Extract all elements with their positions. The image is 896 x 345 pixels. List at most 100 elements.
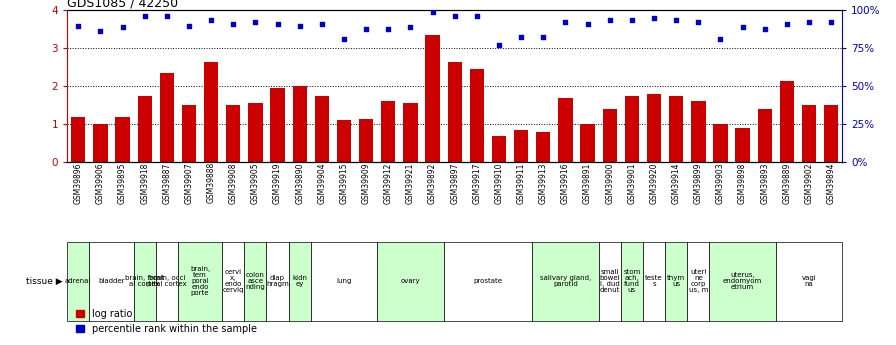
Text: GSM39896: GSM39896 — [73, 162, 82, 204]
Text: GSM39900: GSM39900 — [605, 162, 615, 204]
Bar — [621, 241, 643, 321]
Point — [426, 9, 440, 15]
Text: stom
ach,
fund
us: stom ach, fund us — [624, 269, 641, 293]
Text: GSM39905: GSM39905 — [251, 162, 260, 204]
Text: GSM39891: GSM39891 — [583, 162, 592, 204]
Text: GSM39890: GSM39890 — [295, 162, 305, 204]
Bar — [426, 35, 440, 162]
Bar — [289, 241, 311, 321]
Point — [713, 36, 728, 42]
Text: teste
s: teste s — [645, 275, 663, 287]
Bar — [532, 241, 599, 321]
Text: GSM39895: GSM39895 — [118, 162, 127, 204]
Text: GSM39899: GSM39899 — [694, 162, 702, 204]
Bar — [381, 101, 395, 162]
Text: GSM39911: GSM39911 — [517, 162, 526, 204]
Text: GSM39921: GSM39921 — [406, 162, 415, 204]
Point — [691, 19, 705, 24]
Text: GSM39918: GSM39918 — [140, 162, 150, 204]
Bar — [266, 241, 289, 321]
Point — [271, 21, 285, 27]
Text: brain, occi
pital cortex: brain, occi pital cortex — [147, 275, 186, 287]
Bar — [558, 98, 573, 162]
Point — [802, 19, 816, 24]
Text: GSM39904: GSM39904 — [317, 162, 326, 204]
Bar — [514, 130, 529, 162]
Bar — [159, 73, 174, 162]
Point — [359, 27, 374, 32]
Bar — [447, 61, 462, 162]
Bar — [669, 96, 684, 162]
Bar — [736, 128, 750, 162]
Point — [292, 23, 306, 28]
Point — [93, 28, 108, 34]
Text: GSM39887: GSM39887 — [162, 162, 171, 204]
Text: GSM39912: GSM39912 — [383, 162, 392, 204]
Point — [226, 21, 240, 27]
Text: diap
hragm: diap hragm — [266, 275, 289, 287]
Bar — [248, 104, 263, 162]
Point — [669, 17, 684, 23]
Bar — [776, 241, 842, 321]
Text: salivary gland,
parotid: salivary gland, parotid — [539, 275, 591, 287]
Text: prostate: prostate — [473, 278, 503, 284]
Text: GSM39903: GSM39903 — [716, 162, 725, 204]
Text: tissue ▶: tissue ▶ — [26, 277, 63, 286]
Bar — [581, 124, 595, 162]
Text: uterus,
endomyom
etrium: uterus, endomyom etrium — [723, 272, 762, 290]
Text: GSM39901: GSM39901 — [627, 162, 636, 204]
Text: GSM39909: GSM39909 — [362, 162, 371, 204]
Text: GSM39908: GSM39908 — [228, 162, 237, 204]
Point — [314, 21, 329, 27]
Bar — [710, 241, 776, 321]
Text: GSM39889: GSM39889 — [782, 162, 791, 204]
Point — [492, 42, 506, 47]
Text: GSM39916: GSM39916 — [561, 162, 570, 204]
Point — [159, 13, 174, 19]
Point — [581, 21, 595, 27]
Point — [248, 19, 263, 24]
Text: GSM39892: GSM39892 — [428, 162, 437, 204]
Bar — [314, 96, 329, 162]
Text: ovary: ovary — [401, 278, 420, 284]
Point — [138, 13, 152, 19]
Bar — [359, 119, 374, 162]
Text: cervi
x,
endo
cerviq: cervi x, endo cerviq — [222, 269, 244, 293]
Text: GSM39902: GSM39902 — [805, 162, 814, 204]
Bar — [67, 241, 90, 321]
Bar — [602, 109, 617, 162]
Text: GSM39920: GSM39920 — [650, 162, 659, 204]
Text: thym
us: thym us — [668, 275, 685, 287]
Bar — [687, 241, 710, 321]
Bar — [470, 69, 484, 162]
Bar — [780, 81, 794, 162]
Bar — [226, 105, 240, 162]
Bar — [116, 117, 130, 162]
Point — [470, 13, 484, 19]
Point — [625, 17, 639, 23]
Text: small
bowel
I, dud
denut: small bowel I, dud denut — [599, 269, 620, 293]
Point — [204, 17, 219, 23]
Text: uteri
ne
corp
us, m: uteri ne corp us, m — [689, 269, 708, 293]
Bar — [337, 120, 351, 162]
Text: GSM39910: GSM39910 — [495, 162, 504, 204]
Bar — [643, 241, 665, 321]
Bar — [182, 105, 196, 162]
Text: kidn
ey: kidn ey — [292, 275, 307, 287]
Bar — [757, 109, 772, 162]
Text: GSM39907: GSM39907 — [185, 162, 194, 204]
Bar — [625, 96, 639, 162]
Point — [558, 19, 573, 24]
Text: brain, front
al cortex: brain, front al cortex — [125, 275, 164, 287]
Text: GSM39913: GSM39913 — [538, 162, 547, 204]
Point — [536, 34, 550, 40]
Text: GSM39893: GSM39893 — [760, 162, 770, 204]
Bar — [245, 241, 266, 321]
Bar — [824, 105, 839, 162]
Text: GSM39898: GSM39898 — [738, 162, 747, 204]
Text: brain,
tem
poral
endo
porte: brain, tem poral endo porte — [190, 266, 211, 296]
Point — [736, 25, 750, 30]
Text: GSM39888: GSM39888 — [207, 162, 216, 204]
Point — [116, 25, 130, 30]
Bar — [599, 241, 621, 321]
